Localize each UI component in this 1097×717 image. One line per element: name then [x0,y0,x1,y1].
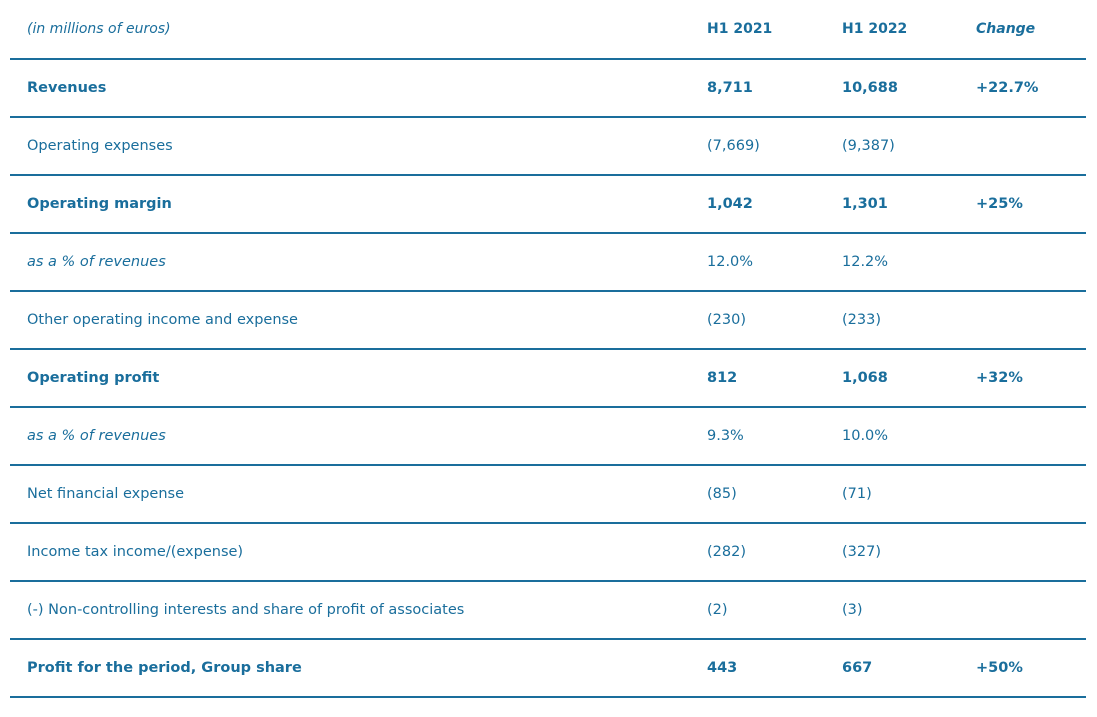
row-value-h1-2021: 812 [707,370,738,386]
row-label: Other operating income and expense [27,312,298,328]
row-value-change: +50% [976,660,1023,676]
row-value-h1-2021: 12.0% [707,254,754,270]
table-row: Operating margin 1,042 1,301 +25% [10,176,1086,234]
row-value-h1-2021: (7,669) [707,138,760,154]
row-label: Net financial expense [27,486,185,502]
row-value-h1-2021: 8,711 [707,80,753,96]
table-row: Operating expenses (7,669) (9,387) [10,118,1086,176]
row-value-h1-2022: (233) [842,312,881,328]
row-value-h1-2022: (71) [842,486,872,502]
row-value-h1-2021: 443 [707,660,738,676]
row-value-h1-2021: (282) [707,544,746,560]
table-row: Profit for the period, Group share 443 6… [10,640,1086,698]
row-label: Operating expenses [27,138,173,154]
row-value-change: +32% [976,370,1023,386]
table-row: as a % of revenues 9.3% 10.0% [10,408,1086,466]
row-label: Income tax income/(expense) [27,544,244,560]
row-value-h1-2022: 10.0% [842,428,889,444]
row-value-h1-2021: 9.3% [707,428,744,444]
row-value-h1-2022: 667 [842,660,873,676]
column-header-h1-2021: H1 2021 [707,21,773,37]
table-row: Net financial expense (85) (71) [10,466,1086,524]
row-value-h1-2022: 1,301 [842,196,888,212]
row-value-change: +25% [976,196,1023,212]
row-value-h1-2021: (85) [707,486,737,502]
row-value-h1-2021: (2) [707,602,728,618]
table-row: (-) Non-controlling interests and share … [10,582,1086,640]
row-value-change: +22.7% [976,80,1039,96]
table-row: Income tax income/(expense) (282) (327) [10,524,1086,582]
row-label: Operating profit [27,370,160,386]
row-label: (-) Non-controlling interests and share … [27,602,465,618]
table-row: Revenues 8,711 10,688 +22.7% [10,60,1086,118]
row-value-h1-2022: (9,387) [842,138,895,154]
table-row: Other operating income and expense (230)… [10,292,1086,350]
table-row: as a % of revenues 12.0% 12.2% [10,234,1086,292]
row-value-h1-2021: 1,042 [707,196,753,212]
row-value-h1-2021: (230) [707,312,746,328]
row-value-h1-2022: (3) [842,602,863,618]
column-header-change: Change [976,21,1036,37]
table-header-row: (in millions of euros) H1 2021 H1 2022 C… [10,0,1086,60]
row-value-h1-2022: 1,068 [842,370,888,386]
row-value-h1-2022: (327) [842,544,881,560]
table-row: Operating profit 812 1,068 +32% [10,350,1086,408]
row-value-h1-2022: 12.2% [842,254,889,270]
row-label: as a % of revenues [27,428,166,444]
column-header-h1-2022: H1 2022 [842,21,908,37]
row-value-h1-2022: 10,688 [842,80,898,96]
row-label: Revenues [27,80,107,96]
row-label: Profit for the period, Group share [27,660,302,676]
row-label: Operating margin [27,196,172,212]
income-statement-table: (in millions of euros) H1 2021 H1 2022 C… [10,0,1086,698]
units-caption: (in millions of euros) [27,21,171,37]
row-label: as a % of revenues [27,254,166,270]
